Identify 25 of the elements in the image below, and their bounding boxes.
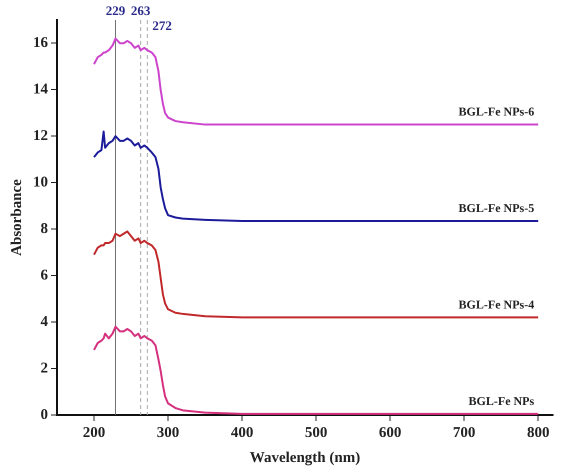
ref-line-label: 229 (106, 2, 126, 18)
x-tick-label: 500 (304, 424, 328, 441)
series-label: BGL-Fe NPs-5 (458, 201, 534, 216)
x-tick-label: 800 (526, 424, 550, 441)
x-tick-label: 600 (378, 424, 402, 441)
y-tick-label: 16 (33, 35, 48, 52)
y-tick-label: 0 (40, 406, 48, 423)
x-tick-label: 300 (156, 424, 180, 441)
series-label: BGL-Fe NPs-4 (458, 298, 534, 312)
y-tick-label: 2 (40, 360, 48, 376)
ref-line-label: 263 (130, 2, 151, 18)
series-label: BGL-Fe NPs (468, 394, 535, 408)
ref-line-label: 272 (152, 18, 172, 33)
series-label: BGL-Fe NPs-6 (458, 104, 534, 119)
x-tick-label: 400 (230, 424, 254, 441)
y-tick-label: 6 (40, 267, 48, 284)
y-tick-label: 12 (33, 128, 48, 144)
x-tick-label: 700 (452, 424, 476, 441)
y-tick-label: 10 (33, 174, 48, 191)
x-axis-title: Wavelength (nm) (250, 450, 360, 466)
y-axis-title: Absorbance (8, 178, 25, 256)
x-tick-label: 200 (82, 424, 106, 441)
y-tick-label: 4 (40, 314, 48, 330)
y-tick-label: 14 (33, 82, 48, 98)
y-tick-label: 8 (40, 220, 48, 237)
